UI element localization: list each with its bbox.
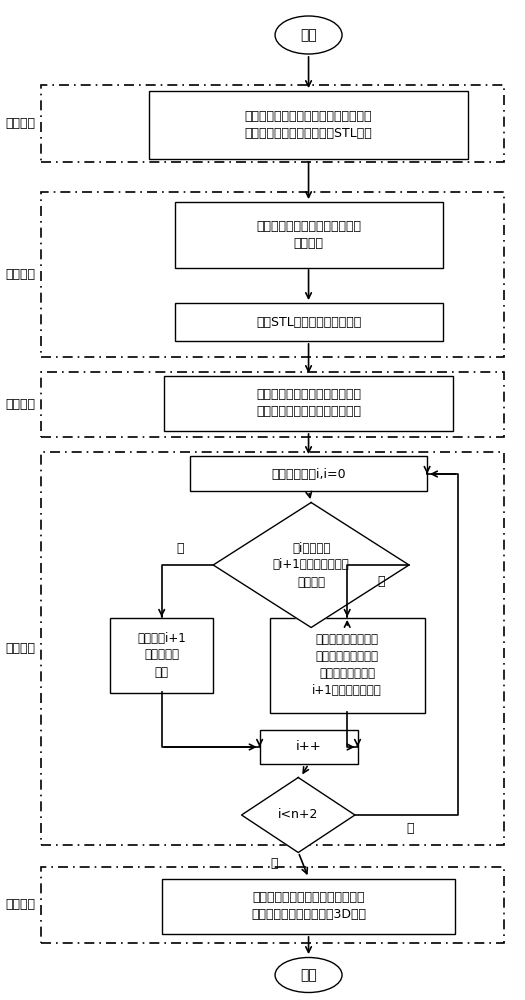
FancyBboxPatch shape [149, 91, 468, 159]
FancyBboxPatch shape [190, 456, 427, 491]
Text: 用最小的分层厚度对
切平面间的模型进行
分层，并记录下第
i+1层切片轮廓信息: 用最小的分层厚度对 切平面间的模型进行 分层，并记录下第 i+1层切片轮廓信息 [312, 633, 382, 697]
Text: 步骤三：: 步骤三： [5, 398, 35, 411]
Text: 记录下第i+1
层切片轮廓
信息: 记录下第i+1 层切片轮廓 信息 [138, 632, 186, 678]
Text: 采用自适应分层算法处理步骤二
生成的数据，得到切片轮廓信息: 采用自适应分层算法处理步骤二 生成的数据，得到切片轮廓信息 [256, 388, 361, 418]
Text: 自适应分层数i,i=0: 自适应分层数i,i=0 [271, 468, 346, 481]
Text: 否: 否 [176, 542, 183, 555]
Text: 输入最大、最小分层厚度和尖端
高度的值: 输入最大、最小分层厚度和尖端 高度的值 [256, 220, 361, 250]
Text: 将步骤四处理得到的数据按照切片
格式生成打印文件，进行3D打印: 将步骤四处理得到的数据按照切片 格式生成打印文件，进行3D打印 [251, 891, 366, 921]
Text: i++: i++ [296, 740, 321, 754]
Text: 是: 是 [406, 822, 414, 835]
Text: 是: 是 [377, 575, 384, 588]
FancyBboxPatch shape [175, 202, 443, 267]
Ellipse shape [275, 958, 342, 992]
Polygon shape [242, 778, 355, 852]
Text: 结束: 结束 [300, 968, 317, 982]
Text: 第i层切片和
第i+1层切片间是否有
特征存在: 第i层切片和 第i+1层切片间是否有 特征存在 [273, 542, 350, 588]
Polygon shape [213, 502, 409, 628]
Ellipse shape [275, 16, 342, 54]
FancyBboxPatch shape [270, 617, 425, 712]
FancyBboxPatch shape [175, 303, 443, 341]
Text: 读取STL文件并进行排序处理: 读取STL文件并进行排序处理 [256, 316, 361, 328]
FancyBboxPatch shape [110, 617, 213, 692]
Text: 步骤五：: 步骤五： [5, 898, 35, 912]
Text: 步骤一：: 步骤一： [5, 117, 35, 130]
FancyBboxPatch shape [259, 730, 358, 764]
Text: 开始: 开始 [300, 28, 317, 42]
Text: 根据实际工程设计，建立模型，采用计
算机软件网格化处理，生成STL文件: 根据实际工程设计，建立模型，采用计 算机软件网格化处理，生成STL文件 [245, 110, 372, 140]
Text: 否: 否 [270, 857, 278, 870]
Text: 步骤二：: 步骤二： [5, 268, 35, 281]
Text: i<n+2: i<n+2 [278, 808, 319, 822]
FancyBboxPatch shape [164, 375, 453, 430]
FancyBboxPatch shape [162, 879, 455, 934]
Text: 步骤四：: 步骤四： [5, 642, 35, 655]
